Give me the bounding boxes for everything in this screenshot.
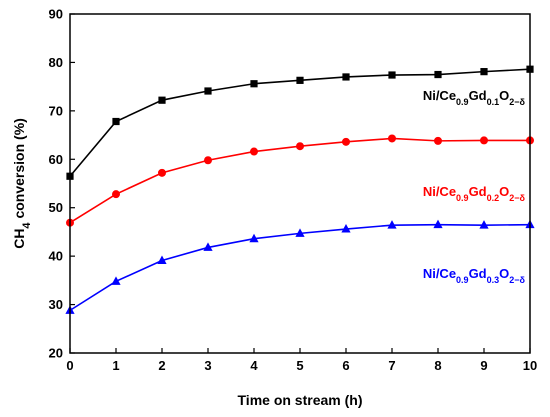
data-point [342, 137, 350, 146]
data-point [204, 156, 212, 165]
data-point [480, 68, 488, 76]
series-layer [65, 65, 535, 314]
x-tick-label: 4 [250, 358, 258, 373]
series-label: Ni/Ce0.9Gd0.1O2−δ [423, 88, 526, 107]
y-tick-label: 60 [49, 152, 63, 167]
series-line [69, 223, 531, 312]
y-tick-label: 80 [49, 55, 63, 70]
y-axis-ticks: 20 30 40 50 60 70 80 90 [49, 7, 75, 361]
data-point [296, 142, 304, 151]
data-point [111, 276, 121, 285]
y-tick-label: 40 [49, 249, 63, 264]
data-point [112, 190, 120, 199]
data-point [434, 70, 442, 79]
y-tick-label: 70 [49, 103, 63, 118]
data-point [296, 76, 304, 84]
x-tick-label: 10 [523, 358, 537, 373]
x-axis-title: Time on stream (h) [238, 392, 363, 408]
y-tick-label: 50 [49, 200, 63, 215]
y-tick-label: 90 [49, 7, 63, 22]
x-tick-label: 5 [296, 358, 303, 373]
data-point [249, 233, 259, 243]
x-axis-ticks: 0 1 2 3 4 5 6 7 8 9 10 [66, 348, 537, 373]
data-point [341, 224, 351, 233]
data-point [250, 147, 258, 156]
x-tick-label: 9 [480, 358, 487, 373]
x-tick-label: 6 [342, 358, 349, 373]
x-tick-label: 8 [434, 358, 441, 373]
plot-frame [69, 13, 531, 354]
data-point [388, 71, 396, 79]
data-point [250, 80, 258, 88]
series-line [69, 137, 530, 224]
series-line [69, 68, 531, 177]
data-point [158, 168, 166, 177]
y-axis-title: CH4 conversion (%) [11, 118, 33, 249]
x-tick-label: 2 [158, 358, 165, 373]
data-point [157, 255, 167, 265]
x-tick-label: 7 [388, 358, 395, 373]
y-tick-label: 20 [49, 346, 63, 361]
series-labels: Ni/Ce0.9Gd0.1O2−δ Ni/Ce0.9Gd0.2O2−δ Ni/Ce0… [423, 88, 526, 285]
data-point [158, 96, 166, 104]
series-label: Ni/Ce0.9Gd0.3O2−δ [423, 266, 526, 285]
x-tick-label: 3 [204, 358, 211, 373]
data-point [388, 134, 396, 143]
series-label: Ni/Ce0.9Gd0.2O2−δ [423, 184, 526, 203]
y-tick-label: 30 [49, 297, 63, 312]
data-point [479, 220, 489, 229]
data-point [203, 242, 213, 251]
data-point [204, 87, 212, 95]
data-point [434, 136, 442, 145]
data-point [433, 219, 443, 229]
data-point [342, 73, 350, 81]
data-point [387, 220, 397, 229]
x-tick-label: 0 [66, 358, 73, 373]
data-point [295, 228, 305, 237]
x-tick-label: 1 [112, 358, 119, 373]
data-point [112, 117, 120, 126]
data-point [480, 136, 488, 145]
